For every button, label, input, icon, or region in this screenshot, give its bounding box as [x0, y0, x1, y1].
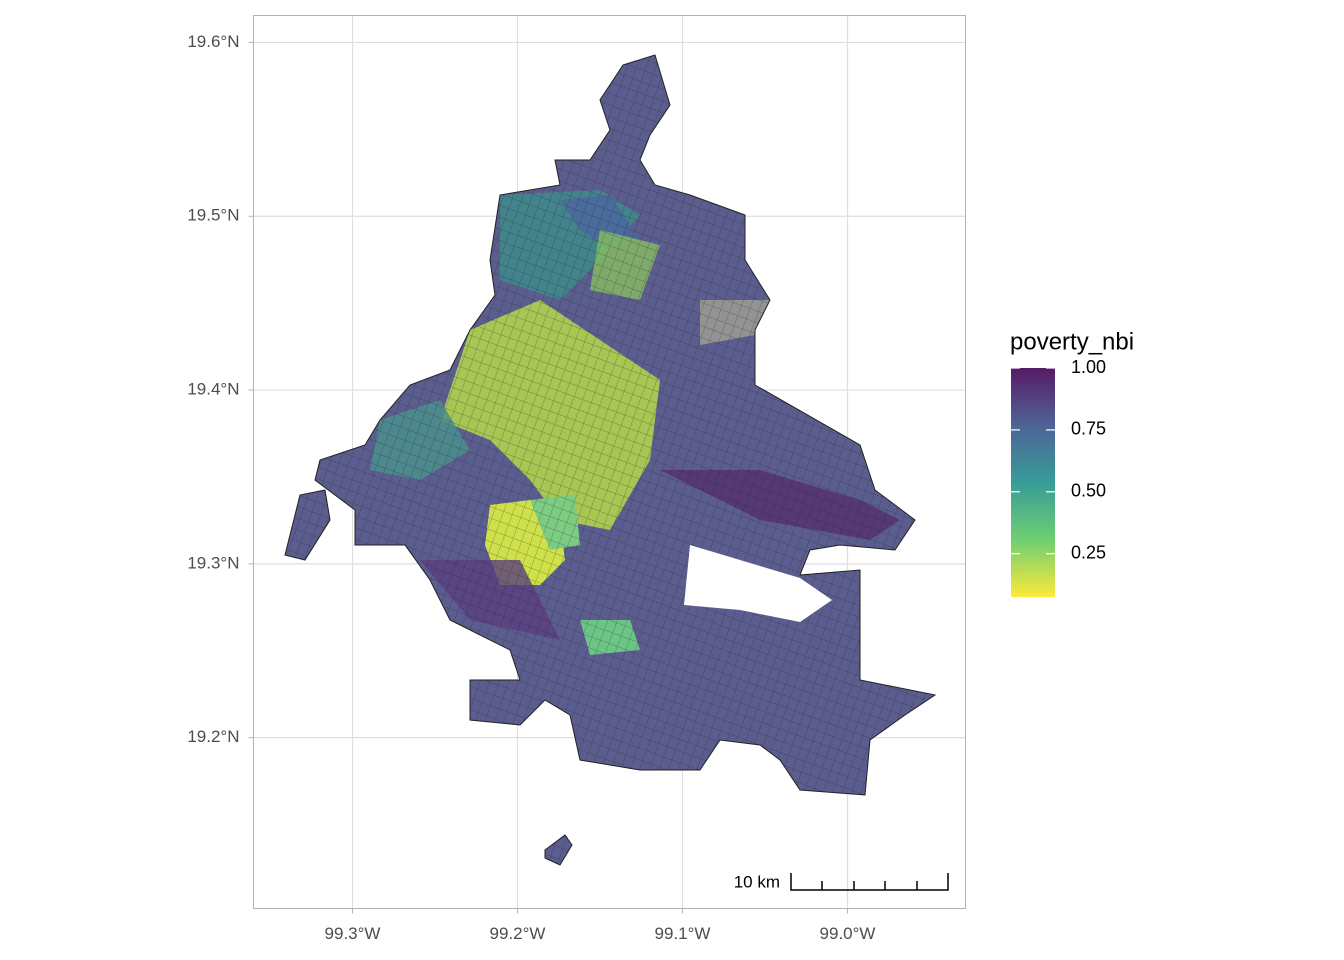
- scale-bar-ruler: [790, 873, 949, 891]
- x-tick-label: 99.3°W: [325, 924, 381, 943]
- legend-tick-label: 0.50: [1071, 481, 1106, 501]
- panel-border: [253, 15, 966, 909]
- y-tick-label: 19.4°N: [187, 380, 239, 399]
- color-bar: [1011, 368, 1055, 597]
- scale-bar-label: 10 km: [734, 872, 780, 891]
- city-map: [285, 55, 935, 865]
- map-hole: [684, 545, 832, 622]
- legend-title: poverty_nbi: [1010, 328, 1134, 355]
- y-tick-label: 19.5°N: [187, 206, 239, 225]
- scale-bar: 10 km: [734, 872, 949, 891]
- y-tick-label: 19.6°N: [187, 32, 239, 51]
- x-tick-label: 99.2°W: [490, 924, 546, 943]
- district-borders: [285, 55, 935, 865]
- y-tick-label: 19.3°N: [187, 553, 239, 572]
- y-tick-label: 19.2°N: [187, 727, 239, 746]
- legend-tick-label: 0.25: [1071, 542, 1106, 562]
- legend-tick-label: 0.75: [1071, 419, 1106, 439]
- x-tick-label: 99.0°W: [820, 924, 876, 943]
- legend-tick-label: 1.00: [1071, 357, 1106, 377]
- x-tick-label: 99.1°W: [655, 924, 711, 943]
